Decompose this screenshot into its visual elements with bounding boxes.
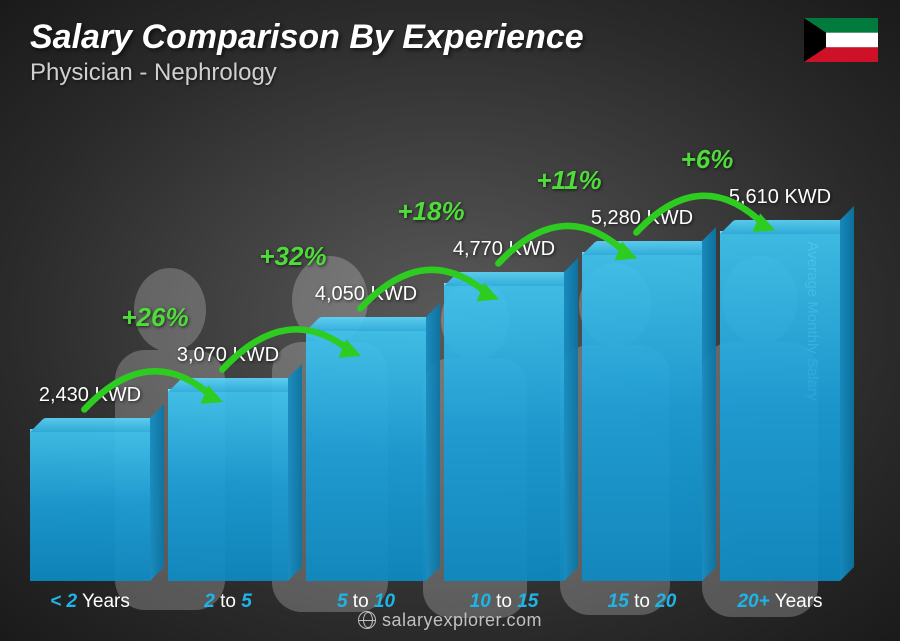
country-flag-icon [804,18,878,62]
arc-arrow-icon [489,195,639,285]
arc-arrow-icon [213,301,363,391]
bar [30,429,150,581]
header: Salary Comparison By Experience Physicia… [30,18,584,87]
increase-percent-label: +6% [632,144,782,175]
page-subtitle: Physician - Nephrology [30,59,584,87]
arc-arrow-icon [627,164,777,254]
increase-percent-label: +11% [494,165,644,196]
arc-arrow-icon [75,341,225,431]
arc-arrow-icon [351,240,501,330]
increase-percent-label: +32% [218,241,368,272]
globe-icon [358,611,376,629]
increase-percent-label: +26% [80,302,230,333]
increase-percent-label: +18% [356,196,506,227]
bar [582,252,702,581]
bar-group: 5,610 KWD20+ Years [720,231,840,581]
page-title: Salary Comparison By Experience [30,18,584,57]
bar-group: 2,430 KWD< 2 Years [30,429,150,581]
salary-bar-chart: 2,430 KWD< 2 Years3,070 KWD2 to 5+26%4,0… [30,121,850,581]
bar-group: 5,280 KWD15 to 20 [582,252,702,581]
footer-text: salaryexplorer.com [382,610,542,630]
footer-attribution: salaryexplorer.com [0,610,900,631]
bar [720,231,840,581]
